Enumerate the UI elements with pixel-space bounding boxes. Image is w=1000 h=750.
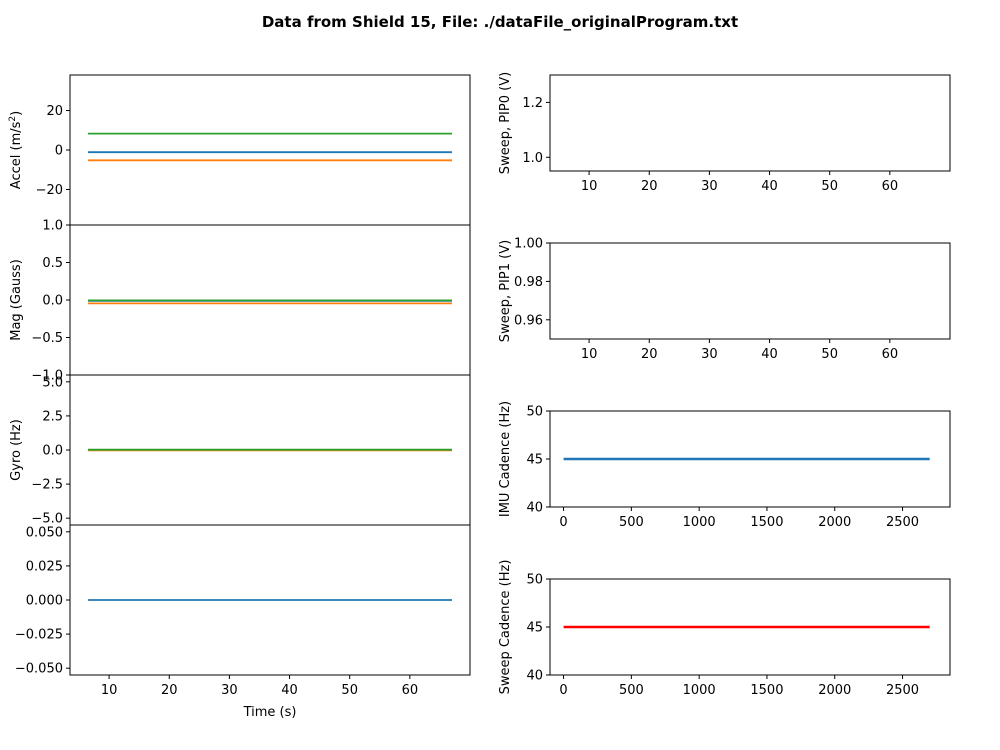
xtick-label-pip0-3: 40 xyxy=(761,179,778,194)
xtick-label-sweep-3: 1500 xyxy=(750,683,783,698)
xtick-label-pip1-0: 10 xyxy=(581,347,598,362)
xtick-label-imu-2: 1000 xyxy=(683,515,716,530)
xtick-label-fourth-4: 50 xyxy=(341,683,358,698)
ytick-label-imu-2: 50 xyxy=(526,405,543,420)
ytick-label-accel-0: −20 xyxy=(36,183,63,198)
xtick-label-sweep-0: 0 xyxy=(559,683,567,698)
xtick-label-pip0-5: 60 xyxy=(882,179,899,194)
xtick-label-fourth-5: 60 xyxy=(402,683,419,698)
figure-title: Data from Shield 15, File: ./dataFile_or… xyxy=(262,13,738,31)
ytick-label-sweep-2: 50 xyxy=(526,573,543,588)
ytick-label-gyro-0: −5.0 xyxy=(31,512,63,527)
ytick-label-pip1-1: 0.98 xyxy=(514,275,543,290)
ytick-label-mag-3: 0.5 xyxy=(42,256,63,271)
ylabel-sweep: Sweep Cadence (Hz) xyxy=(498,560,513,695)
xtick-label-imu-1: 500 xyxy=(619,515,644,530)
xtick-label-sweep-1: 500 xyxy=(619,683,644,698)
xtick-label-pip0-4: 50 xyxy=(821,179,838,194)
ylabel-accel: Accel (m/s2) xyxy=(8,111,24,189)
ytick-label-mag-0: −1.0 xyxy=(31,369,63,384)
panel-pip1: 0.96 0.98 1.00 10 20 30 40 50 60 Sweep, PIP1 (V) xyxy=(498,237,951,362)
panel-fourth: −0.050 −0.025 0.000 0.025 0.050 10 20 30 40 50 60 T… xyxy=(15,524,471,720)
ytick-label-fourth-4: 0.050 xyxy=(26,525,63,540)
ytick-label-sweep-0: 40 xyxy=(526,669,543,684)
ytick-label-mag-4: 1.0 xyxy=(42,219,63,234)
ytick-label-accel-1: 0 xyxy=(55,144,63,159)
xtick-label-pip0-2: 30 xyxy=(701,179,718,194)
ylabel-mag: Mag (Gauss) xyxy=(9,259,24,341)
xtick-label-pip1-1: 20 xyxy=(641,347,658,362)
ytick-label-imu-0: 40 xyxy=(526,501,543,516)
xtick-label-fourth-0: 10 xyxy=(101,683,118,698)
ytick-label-pip0-0: 1.0 xyxy=(522,151,543,166)
ytick-label-fourth-2: 0.000 xyxy=(26,594,63,609)
ytick-label-gyro-1: −2.5 xyxy=(31,478,63,493)
xtick-label-sweep-2: 1000 xyxy=(683,683,716,698)
panel-accel: −20 0 20 Accel (m/s2) xyxy=(8,74,471,226)
ytick-label-pip1-2: 1.00 xyxy=(514,237,543,252)
xlabel-fourth: Time (s) xyxy=(243,705,297,720)
xtick-label-imu-4: 2000 xyxy=(818,515,851,530)
ytick-label-sweep-1: 45 xyxy=(526,621,543,636)
xtick-label-imu-0: 0 xyxy=(559,515,567,530)
panel-gyro: −5.0 −2.5 0.0 2.5 5.0 Gyro (Hz) xyxy=(9,374,471,527)
panel-pip0: 1.0 1.2 10 20 30 40 50 60 Sweep, PIP0 (V) xyxy=(498,72,951,194)
ytick-label-imu-1: 45 xyxy=(526,453,543,468)
xtick-label-pip0-1: 20 xyxy=(641,179,658,194)
ytick-label-gyro-2: 0.0 xyxy=(42,444,63,459)
panels: −20 0 20 Accel (m/s2) −1.0 −0.5 0.0 0.5 1.0 Mag (… xyxy=(8,72,951,720)
panel-mag: −1.0 −0.5 0.0 0.5 1.0 Mag (Gauss) xyxy=(9,219,471,384)
ytick-label-mag-2: 0.0 xyxy=(42,294,63,309)
ytick-label-fourth-0: −0.050 xyxy=(15,662,63,677)
ytick-label-mag-1: −0.5 xyxy=(31,331,63,346)
ytick-label-pip1-0: 0.96 xyxy=(514,313,543,328)
xtick-label-pip1-3: 40 xyxy=(761,347,778,362)
ytick-label-pip0-1: 1.2 xyxy=(522,96,543,111)
xtick-label-fourth-1: 20 xyxy=(161,683,178,698)
xtick-label-pip1-5: 60 xyxy=(882,347,899,362)
xtick-label-pip1-4: 50 xyxy=(821,347,838,362)
ylabel-pip0: Sweep, PIP0 (V) xyxy=(498,72,513,174)
xtick-label-imu-5: 2500 xyxy=(886,515,919,530)
ytick-label-fourth-3: 0.025 xyxy=(26,559,63,574)
ytick-label-gyro-3: 2.5 xyxy=(42,409,63,424)
xtick-label-fourth-2: 30 xyxy=(221,683,238,698)
xtick-label-pip0-0: 10 xyxy=(581,179,598,194)
axes-frame-pip1 xyxy=(549,242,951,340)
axes-frame-accel xyxy=(69,74,471,226)
ylabel-imu: IMU Cadence (Hz) xyxy=(498,401,513,517)
axes-frame-pip0 xyxy=(549,74,951,172)
ylabel-gyro: Gyro (Hz) xyxy=(9,419,24,481)
xtick-label-sweep-5: 2500 xyxy=(886,683,919,698)
xtick-label-imu-3: 1500 xyxy=(750,515,783,530)
ytick-label-fourth-1: −0.025 xyxy=(15,628,63,643)
ytick-label-gyro-4: 5.0 xyxy=(42,375,63,390)
xtick-label-fourth-3: 40 xyxy=(281,683,298,698)
ylabel-pip1: Sweep, PIP1 (V) xyxy=(498,240,513,342)
xtick-label-sweep-4: 2000 xyxy=(818,683,851,698)
xtick-label-pip1-2: 30 xyxy=(701,347,718,362)
ytick-label-accel-2: 20 xyxy=(46,104,63,119)
